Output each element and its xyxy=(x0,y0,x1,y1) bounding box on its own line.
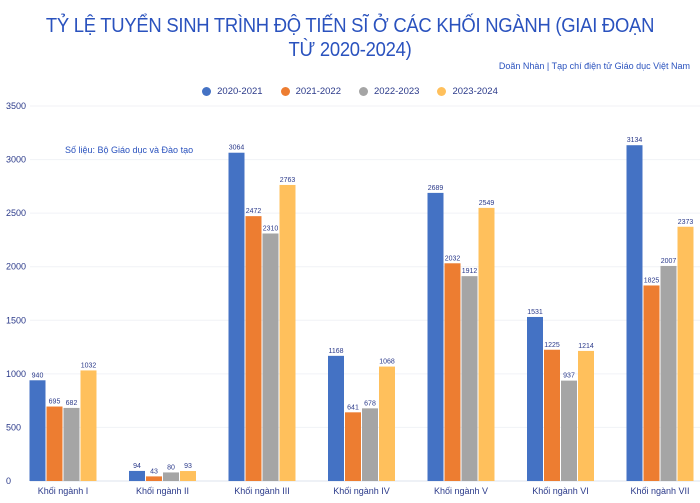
data-label: 678 xyxy=(364,400,376,407)
x-tick-label: Khối ngành V xyxy=(434,486,488,496)
bar xyxy=(63,407,80,481)
y-tick-label: 3500 xyxy=(6,101,26,111)
x-tick-label: Khối ngành VI xyxy=(532,486,589,496)
data-label: 940 xyxy=(32,372,44,379)
bar xyxy=(163,472,179,481)
data-label: 94 xyxy=(133,463,141,470)
bar xyxy=(643,285,660,481)
y-tick-label: 3000 xyxy=(6,155,26,165)
bar xyxy=(262,233,279,481)
bar xyxy=(129,470,145,481)
chart-credit: Doãn Nhàn | Tạp chí điện tử Giáo dục Việ… xyxy=(498,61,690,71)
data-label: 1068 xyxy=(379,359,395,366)
bar xyxy=(328,355,344,481)
bar xyxy=(80,370,97,481)
bar xyxy=(180,471,196,481)
bar xyxy=(660,265,677,481)
legend-dot-icon xyxy=(359,87,368,96)
legend-label: 2023-2024 xyxy=(452,86,498,97)
data-label: 695 xyxy=(49,399,61,406)
x-tick-label: Khối ngành VII xyxy=(630,486,689,496)
bar xyxy=(379,366,395,481)
x-tick-label: Khối ngành II xyxy=(136,486,189,496)
bar xyxy=(626,145,643,481)
y-tick-label: 500 xyxy=(6,422,21,432)
bar xyxy=(279,184,296,481)
bar xyxy=(478,207,495,481)
legend-label: 2022-2023 xyxy=(374,86,420,97)
legend-label: 2020-2021 xyxy=(217,86,263,97)
data-label: 2763 xyxy=(280,177,296,184)
data-label: 2689 xyxy=(428,185,444,192)
x-tick-label: Khối ngành I xyxy=(38,486,89,496)
data-label: 3134 xyxy=(627,137,643,144)
data-label: 1214 xyxy=(578,343,594,350)
legend-dot-icon xyxy=(202,87,212,96)
legend-dot-icon xyxy=(437,87,447,96)
legend: 2020-2021 2021-2022 2022-2023 2023-2024 xyxy=(0,86,700,97)
data-label: 3064 xyxy=(229,145,245,152)
y-tick-label: 1000 xyxy=(6,369,26,379)
legend-dot-icon xyxy=(280,87,290,96)
data-label: 2032 xyxy=(445,255,461,262)
data-label: 1531 xyxy=(527,309,543,316)
bar xyxy=(527,316,543,481)
data-label: 1225 xyxy=(544,342,560,349)
x-tick-label: Khối ngành IV xyxy=(333,486,390,496)
legend-item: 2021-2022 xyxy=(280,86,341,97)
x-tick-label: Khối ngành III xyxy=(234,486,290,496)
data-label: 43 xyxy=(150,468,158,475)
chart-title: TỶ LỆ TUYỂN SINH TRÌNH ĐỘ TIẾN SĨ Ở CÁC … xyxy=(45,14,655,61)
data-label: 93 xyxy=(184,463,192,470)
data-label: 1912 xyxy=(462,268,478,275)
data-label: 641 xyxy=(347,404,359,411)
legend-item: 2022-2023 xyxy=(359,86,419,97)
data-label: 1825 xyxy=(644,277,660,284)
data-label: 2310 xyxy=(263,226,279,233)
y-tick-label: 0 xyxy=(6,476,11,486)
bar xyxy=(362,408,378,481)
bar xyxy=(245,216,262,481)
data-label: 80 xyxy=(167,464,175,471)
bar xyxy=(345,412,361,481)
data-label: 1168 xyxy=(328,348,343,355)
bar xyxy=(677,226,694,481)
legend-label: 2021-2022 xyxy=(295,86,341,97)
data-label: 937 xyxy=(563,373,575,380)
data-label: 682 xyxy=(66,400,78,407)
bar xyxy=(444,263,461,481)
legend-item: 2020-2021 xyxy=(202,86,263,97)
bar xyxy=(578,350,594,481)
data-label: 2472 xyxy=(246,208,262,215)
bar xyxy=(228,152,245,481)
bar xyxy=(427,192,444,481)
y-tick-label: 2000 xyxy=(6,262,26,272)
data-label: 2373 xyxy=(678,219,694,226)
bar xyxy=(544,349,560,481)
y-tick-label: 1500 xyxy=(6,315,26,325)
legend-item: 2023-2024 xyxy=(437,86,498,97)
y-tick-label: 2500 xyxy=(6,208,26,218)
data-label: 2007 xyxy=(661,258,677,265)
bar xyxy=(561,380,577,481)
bar xyxy=(146,476,162,481)
bar xyxy=(29,380,46,481)
data-label: 1032 xyxy=(81,362,97,369)
bar xyxy=(46,406,63,481)
source-note: Số liệu: Bộ Giáo dục và Đào tạo xyxy=(65,145,194,155)
bar xyxy=(461,276,478,481)
data-label: 2549 xyxy=(479,200,495,207)
